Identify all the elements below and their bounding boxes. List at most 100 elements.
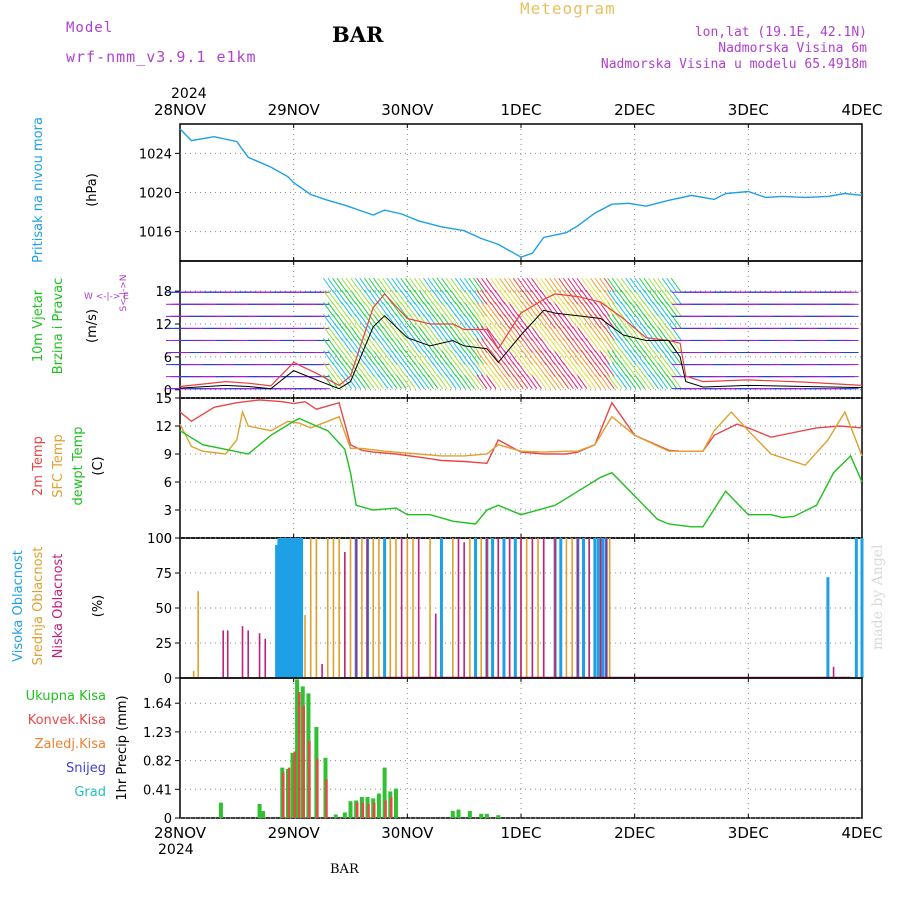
wind-barb xyxy=(657,350,669,365)
wind-barb xyxy=(391,326,403,341)
wind-barb xyxy=(441,362,453,377)
wind-barb xyxy=(400,314,412,329)
cloud-low-bar xyxy=(605,538,608,678)
wind-barb xyxy=(549,338,561,353)
wind-barb xyxy=(648,362,659,377)
wind-barb xyxy=(648,302,659,317)
wind-barb xyxy=(341,314,353,329)
wind-barb xyxy=(616,338,628,353)
wind-barb xyxy=(359,314,371,329)
wind-barb xyxy=(395,314,407,329)
wind-barb xyxy=(377,302,389,317)
wind-barb xyxy=(670,277,682,293)
cloud-low-bar xyxy=(321,664,323,678)
wind-barb xyxy=(499,277,511,293)
wind-barb xyxy=(368,374,380,389)
wind-barb xyxy=(485,362,497,377)
cloud-mid-bar xyxy=(480,538,483,678)
wind-barb xyxy=(567,326,579,341)
wind-barb xyxy=(661,277,673,293)
wind-barb xyxy=(363,350,375,365)
wind-barb xyxy=(345,338,357,353)
wind-barb xyxy=(423,362,434,377)
cloud-mid-bar xyxy=(332,538,335,678)
wind-barb xyxy=(603,374,615,389)
wind-barb xyxy=(526,350,538,365)
wind-barb xyxy=(558,302,570,317)
wind-barb xyxy=(508,314,520,329)
cloud-high-bar xyxy=(277,538,281,678)
cloud-high-bar xyxy=(279,538,283,678)
wind-barb xyxy=(336,302,348,317)
wind-barb xyxy=(459,302,471,317)
wind-barb xyxy=(553,314,565,329)
wind-barb xyxy=(409,362,421,377)
ytick-label: 0 xyxy=(164,672,172,687)
wind-barb xyxy=(481,374,492,389)
wind-barb xyxy=(409,290,421,305)
wind-barb xyxy=(481,277,492,293)
wind-barb xyxy=(485,277,497,293)
wind-barb xyxy=(517,350,529,365)
wind-barb xyxy=(359,362,371,377)
wind-barb xyxy=(594,362,606,377)
wind-barb xyxy=(590,326,601,341)
cloud-low-bar xyxy=(222,630,224,678)
wind-barb xyxy=(341,374,353,389)
cloud-low-bar xyxy=(531,538,534,678)
wind-barb xyxy=(436,338,448,353)
wind-barb xyxy=(558,326,570,341)
wind-barb xyxy=(526,302,538,317)
wind-barb xyxy=(607,290,619,305)
wind-barb xyxy=(540,302,551,317)
wind-barb xyxy=(611,362,623,377)
wind-barb xyxy=(639,302,650,317)
wind-barb xyxy=(652,314,664,329)
wind-barb xyxy=(521,338,533,353)
wind-barb xyxy=(625,374,637,389)
wind-barb xyxy=(558,338,570,353)
ytick-label: 75 xyxy=(155,567,172,582)
wind-barb xyxy=(576,350,588,365)
cloud-high-bar xyxy=(284,538,288,678)
wind-title-line1: 10m Vjetar xyxy=(31,289,46,362)
cloud-mid-bar xyxy=(406,538,409,678)
wind-barb xyxy=(409,326,421,341)
wind-barb xyxy=(499,350,511,365)
wind-barb xyxy=(368,277,380,293)
wind-barb xyxy=(485,314,497,329)
precip-total-bar xyxy=(376,793,381,818)
ytick-label: 0 xyxy=(164,812,172,827)
ytick-label: 1.23 xyxy=(143,726,172,741)
wind-barb xyxy=(441,314,453,329)
wind-barb xyxy=(468,290,480,305)
wind-barb xyxy=(363,277,375,293)
wind-barb xyxy=(553,338,565,353)
wind-barb xyxy=(581,338,592,353)
cloud-high-bar xyxy=(491,538,495,678)
wind-barb xyxy=(485,338,497,353)
wind-barb xyxy=(490,338,501,353)
wind-barb xyxy=(436,362,448,377)
wind-barb xyxy=(382,374,393,389)
wind-barb xyxy=(436,374,448,389)
wind-barb xyxy=(468,362,480,377)
wind-barb xyxy=(441,350,453,365)
wind-barb xyxy=(503,374,515,389)
wind-barb xyxy=(599,338,611,353)
wind-barb xyxy=(391,290,403,305)
wind-barb xyxy=(562,302,574,317)
wind-barb xyxy=(611,277,623,293)
wind-barb xyxy=(629,362,641,377)
wind-barb xyxy=(526,326,538,341)
top-tick-label: 3DEC xyxy=(728,101,769,119)
wind-barb xyxy=(585,362,597,377)
ytick-label: 6 xyxy=(164,351,172,366)
wind-barb xyxy=(603,277,615,293)
cloud-low-bar xyxy=(588,538,590,678)
wind-barb xyxy=(432,290,443,305)
wind-barb xyxy=(620,374,632,389)
wind-barb xyxy=(512,277,524,293)
cloud-high-bar xyxy=(601,538,605,678)
